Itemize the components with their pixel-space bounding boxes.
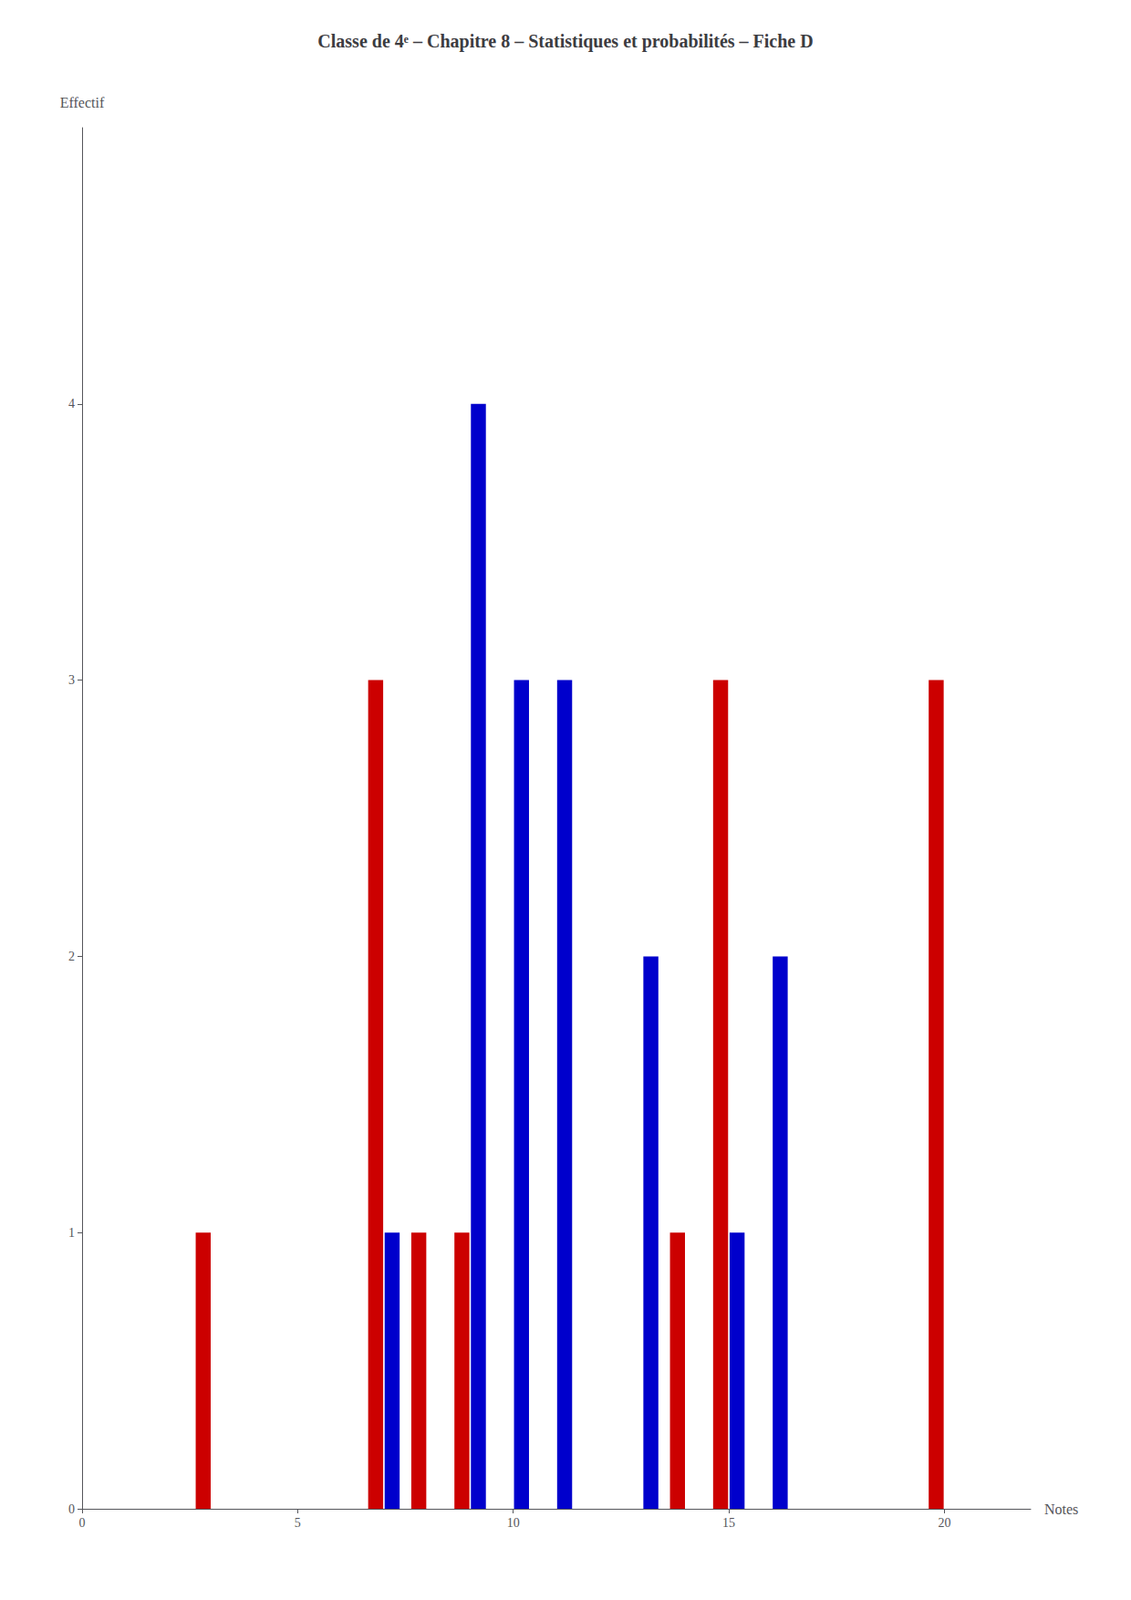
svg-text:Notes: Notes (1044, 1501, 1079, 1517)
svg-text:20: 20 (937, 1515, 951, 1530)
svg-text:0: 0 (79, 1515, 86, 1530)
svg-text:10: 10 (507, 1515, 520, 1530)
svg-text:Classe de 4ᵉ – Chapitre 8 – St: Classe de 4ᵉ – Chapitre 8 – Statistiques… (317, 31, 813, 52)
svg-text:4: 4 (68, 396, 75, 411)
svg-text:5: 5 (294, 1515, 301, 1530)
svg-text:Effectif: Effectif (60, 94, 105, 111)
svg-text:3: 3 (68, 673, 75, 687)
svg-text:15: 15 (722, 1515, 736, 1530)
svg-text:1: 1 (68, 1225, 75, 1240)
svg-text:2: 2 (68, 949, 75, 964)
svg-text:0: 0 (68, 1502, 75, 1516)
